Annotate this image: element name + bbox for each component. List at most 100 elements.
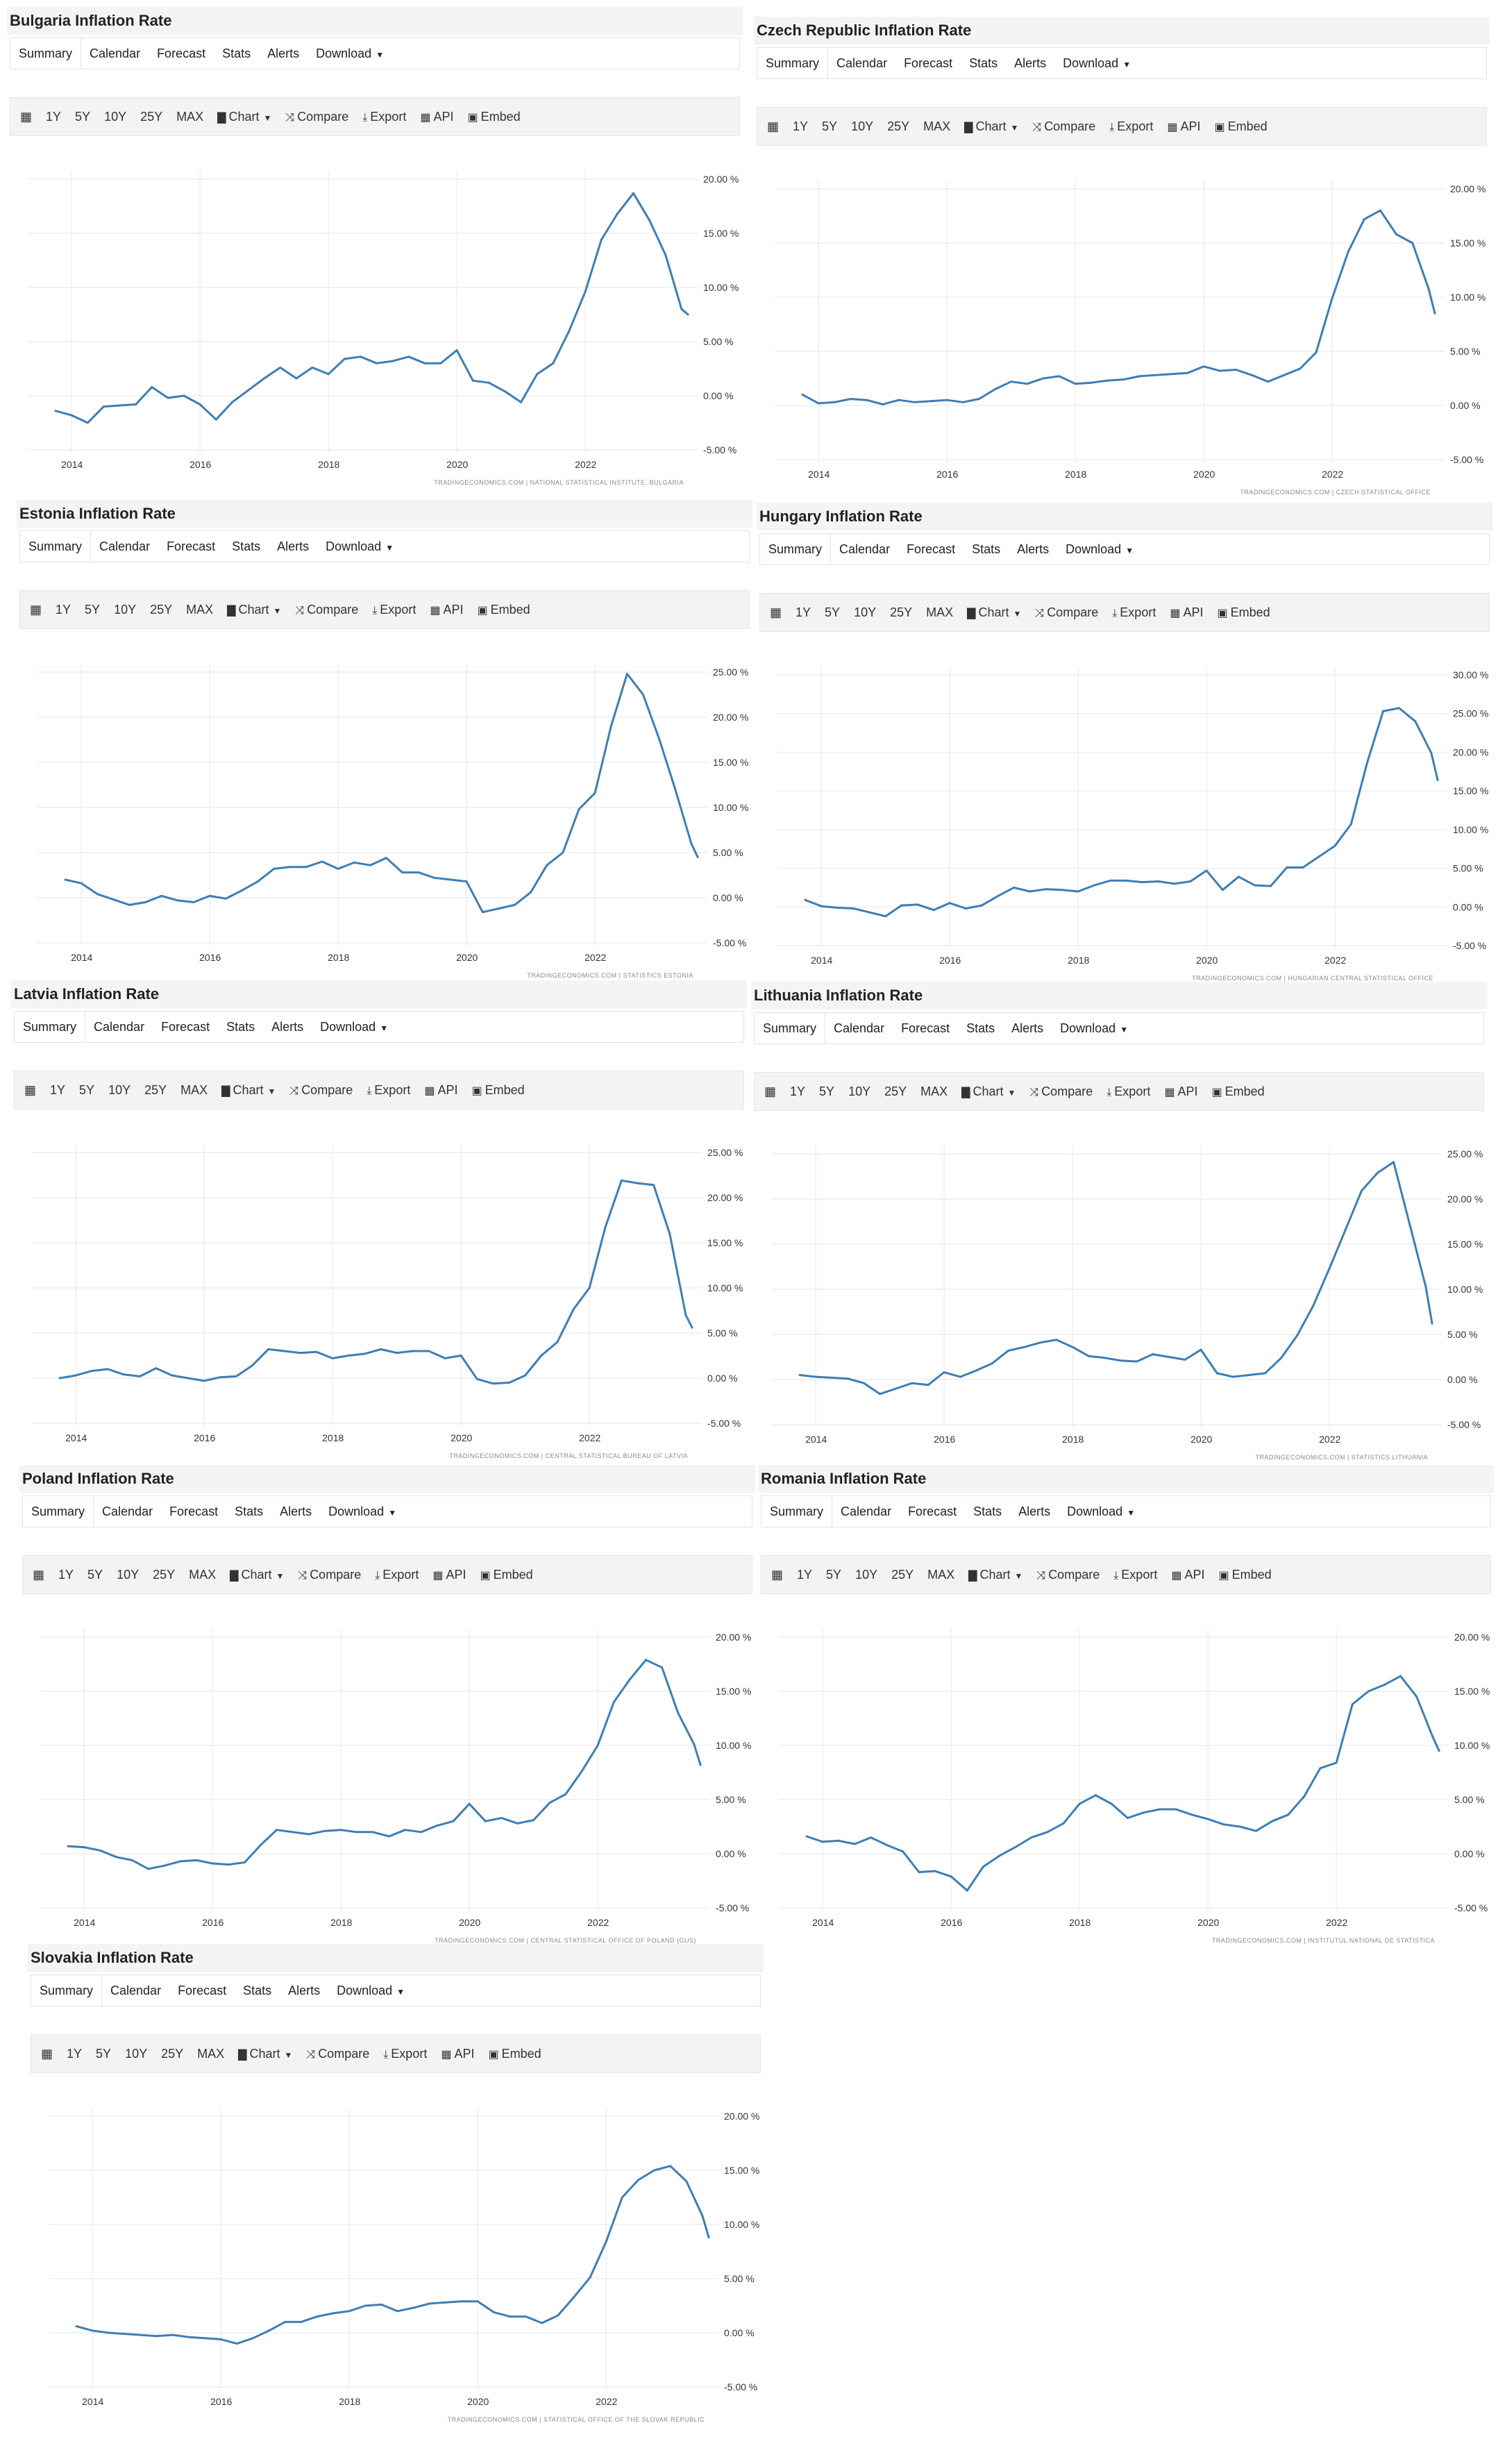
range-button-max[interactable]: MAX xyxy=(920,1084,948,1098)
tab-download[interactable]: Download ▼ xyxy=(328,1975,413,2006)
chart-type-button[interactable]: ▇ Chart ▼ xyxy=(210,98,278,137)
range-button-5y[interactable]: 5Y xyxy=(87,1568,103,1582)
range-button-1y[interactable]: 1Y xyxy=(58,1568,74,1582)
tab-alerts[interactable]: Alerts xyxy=(1003,1013,1052,1044)
chart-type-button[interactable]: ▇ Chart ▼ xyxy=(960,594,1028,632)
tab-calendar[interactable]: Calendar xyxy=(85,1012,153,1042)
tab-stats[interactable]: Stats xyxy=(226,1496,271,1527)
chart-type-button[interactable]: ▇ Chart ▼ xyxy=(961,1556,1029,1595)
range-button-1y[interactable]: 1Y xyxy=(797,1568,813,1582)
range-button-10y[interactable]: 10Y xyxy=(108,1083,131,1097)
tab-forecast[interactable]: Forecast xyxy=(900,1496,965,1527)
tab-download[interactable]: Download ▼ xyxy=(312,1012,396,1042)
range-button-max[interactable]: MAX xyxy=(923,119,951,133)
calendar-icon[interactable]: ▦ xyxy=(770,605,782,619)
range-button-5y[interactable]: 5Y xyxy=(826,1568,842,1582)
chart-type-button[interactable]: ▇ Chart ▼ xyxy=(957,108,1025,146)
compare-button[interactable]: ⤨ Compare xyxy=(283,1071,360,1110)
api-button[interactable]: ▦ API xyxy=(426,1556,473,1595)
api-button[interactable]: ▦ API xyxy=(417,1071,464,1110)
range-button-25y[interactable]: 25Y xyxy=(884,1084,907,1098)
api-button[interactable]: ▦ API xyxy=(434,2035,481,2074)
tab-stats[interactable]: Stats xyxy=(218,1012,263,1042)
embed-button[interactable]: ▣ Embed xyxy=(1204,1073,1271,1112)
compare-button[interactable]: ⤨ Compare xyxy=(1022,1073,1100,1112)
tab-forecast[interactable]: Forecast xyxy=(161,1496,226,1527)
range-button-25y[interactable]: 25Y xyxy=(150,603,173,617)
compare-button[interactable]: ⤨ Compare xyxy=(1025,108,1102,146)
range-button-max[interactable]: MAX xyxy=(180,1083,208,1097)
tab-calendar[interactable]: Calendar xyxy=(828,48,895,78)
tab-summary[interactable]: Summary xyxy=(20,531,92,562)
range-button-10y[interactable]: 10Y xyxy=(855,1568,878,1582)
tab-stats[interactable]: Stats xyxy=(963,534,1009,564)
calendar-icon[interactable]: ▦ xyxy=(20,110,33,124)
api-button[interactable]: ▦ API xyxy=(413,98,460,137)
compare-button[interactable]: ⤨ Compare xyxy=(299,2035,376,2074)
range-button-max[interactable]: MAX xyxy=(176,110,204,124)
tab-stats[interactable]: Stats xyxy=(965,1496,1010,1527)
export-button[interactable]: ⤓ Export xyxy=(365,591,423,630)
tab-forecast[interactable]: Forecast xyxy=(169,1975,235,2006)
tab-alerts[interactable]: Alerts xyxy=(280,1975,328,2006)
chart-type-button[interactable]: ▇ Chart ▼ xyxy=(954,1073,1022,1112)
range-button-5y[interactable]: 5Y xyxy=(822,119,838,133)
tab-calendar[interactable]: Calendar xyxy=(832,1496,900,1527)
calendar-icon[interactable]: ▦ xyxy=(771,1568,784,1582)
range-button-10y[interactable]: 10Y xyxy=(848,1084,871,1098)
chart-type-button[interactable]: ▇ Chart ▼ xyxy=(223,1556,291,1595)
embed-button[interactable]: ▣ Embed xyxy=(464,1071,531,1110)
range-button-25y[interactable]: 25Y xyxy=(887,119,910,133)
tab-alerts[interactable]: Alerts xyxy=(1009,534,1057,564)
tab-summary[interactable]: Summary xyxy=(15,1012,86,1042)
chart-type-button[interactable]: ▇ Chart ▼ xyxy=(231,2035,299,2074)
range-button-max[interactable]: MAX xyxy=(926,605,954,619)
tab-download[interactable]: Download ▼ xyxy=(317,531,402,562)
api-button[interactable]: ▦ API xyxy=(1164,1556,1211,1595)
tab-alerts[interactable]: Alerts xyxy=(271,1496,320,1527)
range-button-5y[interactable]: 5Y xyxy=(79,1083,95,1097)
tab-summary[interactable]: Summary xyxy=(760,534,832,564)
api-button[interactable]: ▦ API xyxy=(1157,1073,1204,1112)
range-button-1y[interactable]: 1Y xyxy=(793,119,809,133)
tab-forecast[interactable]: Forecast xyxy=(898,534,963,564)
export-button[interactable]: ⤓ Export xyxy=(1100,1073,1157,1112)
chart-type-button[interactable]: ▇ Chart ▼ xyxy=(220,591,288,630)
export-button[interactable]: ⤓ Export xyxy=(1102,108,1160,146)
tab-stats[interactable]: Stats xyxy=(235,1975,280,2006)
tab-forecast[interactable]: Forecast xyxy=(893,1013,958,1044)
compare-button[interactable]: ⤨ Compare xyxy=(278,98,355,137)
range-button-1y[interactable]: 1Y xyxy=(67,2047,83,2061)
tab-summary[interactable]: Summary xyxy=(757,48,829,78)
calendar-icon[interactable]: ▦ xyxy=(24,1083,37,1097)
embed-button[interactable]: ▣ Embed xyxy=(1210,594,1277,632)
embed-button[interactable]: ▣ Embed xyxy=(470,591,537,630)
tab-alerts[interactable]: Alerts xyxy=(269,531,317,562)
range-button-25y[interactable]: 25Y xyxy=(890,605,913,619)
range-button-25y[interactable]: 25Y xyxy=(161,2047,184,2061)
tab-calendar[interactable]: Calendar xyxy=(94,1496,161,1527)
compare-button[interactable]: ⤨ Compare xyxy=(291,1556,368,1595)
api-button[interactable]: ▦ API xyxy=(1160,108,1207,146)
range-button-5y[interactable]: 5Y xyxy=(85,603,101,617)
tab-forecast[interactable]: Forecast xyxy=(895,48,961,78)
tab-calendar[interactable]: Calendar xyxy=(825,1013,893,1044)
range-button-25y[interactable]: 25Y xyxy=(153,1568,176,1582)
range-button-5y[interactable]: 5Y xyxy=(825,605,841,619)
compare-button[interactable]: ⤨ Compare xyxy=(1029,1556,1106,1595)
tab-alerts[interactable]: Alerts xyxy=(1006,48,1054,78)
tab-download[interactable]: Download ▼ xyxy=(308,38,392,69)
tab-summary[interactable]: Summary xyxy=(10,38,82,69)
tab-stats[interactable]: Stats xyxy=(958,1013,1003,1044)
tab-download[interactable]: Download ▼ xyxy=(1059,1496,1143,1527)
tab-summary[interactable]: Summary xyxy=(755,1013,826,1044)
compare-button[interactable]: ⤨ Compare xyxy=(1028,594,1105,632)
range-button-1y[interactable]: 1Y xyxy=(56,603,71,617)
embed-button[interactable]: ▣ Embed xyxy=(460,98,527,137)
range-button-25y[interactable]: 25Y xyxy=(891,1568,914,1582)
tab-calendar[interactable]: Calendar xyxy=(81,38,149,69)
tab-forecast[interactable]: Forecast xyxy=(153,1012,218,1042)
compare-button[interactable]: ⤨ Compare xyxy=(288,591,365,630)
calendar-icon[interactable]: ▦ xyxy=(30,603,42,617)
export-button[interactable]: ⤓ Export xyxy=(355,98,413,137)
